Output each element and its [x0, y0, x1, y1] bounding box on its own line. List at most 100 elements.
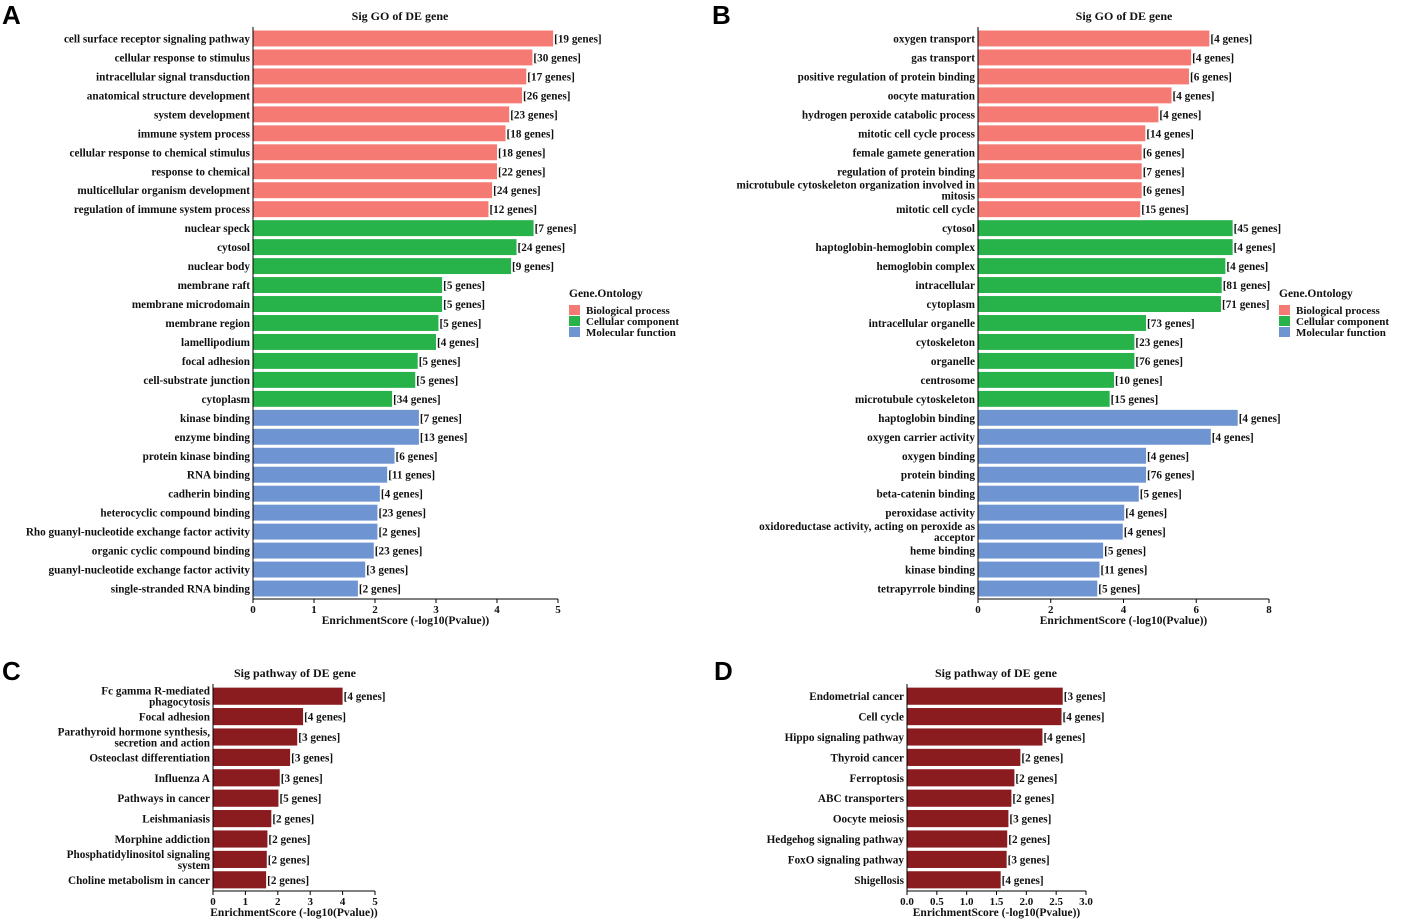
- panel-d-data-label: [2 genes]: [1012, 793, 1054, 805]
- panel-d-category-label: Endometrial cancer: [809, 691, 904, 703]
- panel-c-category-label: Fc gamma R-mediated phagocytosis: [101, 686, 211, 709]
- panel-b-bar-microtubule-cytoskeleton: [978, 390, 1110, 407]
- panel-b-bar-beta-catenin-binding: [978, 485, 1139, 502]
- panel-c-x-tick-label: 4: [340, 896, 346, 908]
- panel-a-category-label: cellular response to chemical stimulus: [70, 147, 251, 159]
- panel-d-data-label: [2 genes]: [1008, 834, 1050, 846]
- panel-a-bar-nuclear-speck: [253, 220, 534, 237]
- panel-a-data-label: [9 genes]: [512, 261, 554, 273]
- panel-a-data-label: [19 genes]: [554, 33, 602, 45]
- panel-c-bar-morphine-addiction: [213, 830, 268, 848]
- panel-b-category-label: oxygen binding: [902, 451, 975, 463]
- panel-letter-b: B: [712, 0, 731, 30]
- panel-b-legend-label: Molecular function: [1296, 327, 1386, 339]
- panel-a-legend-label: Molecular function: [586, 327, 676, 339]
- panel-c-x-tick-label: 2: [275, 896, 281, 908]
- panel-a-data-label: [23 genes]: [510, 109, 558, 121]
- panel-a-data-label: [22 genes]: [498, 166, 546, 178]
- panel-a-data-label: [17 genes]: [527, 71, 575, 83]
- panel-d-category-label: Hippo signaling pathway: [785, 732, 905, 744]
- panel-a-category-label: protein kinase binding: [143, 451, 251, 463]
- panel-a-x-axis-title: EnrichmentScore (-log10(Pvalue)): [322, 615, 490, 627]
- panel-a-data-label: [7 genes]: [535, 223, 577, 235]
- panel-b-bar-female-gamete-generation: [978, 144, 1142, 161]
- panel-b-data-label: [15 genes]: [1111, 394, 1159, 406]
- panel-b-category-label: microtubule cytoskeleton: [855, 394, 976, 406]
- panel-b-bar-kinase-binding: [978, 561, 1100, 578]
- panel-a-title: Sig GO of DE gene: [352, 9, 449, 23]
- panel-b-category-label: intracellular organelle: [869, 318, 975, 330]
- panel-c-data-label: [5 genes]: [279, 793, 321, 805]
- panel-c-category-label: Osteoclast differentiation: [89, 752, 210, 764]
- panel-b-bar-microtubule-cytoskeleton-organization-involved-in-mitosis: [978, 182, 1142, 199]
- panel-a-bar-regulation-of-immune-system-process: [253, 201, 489, 218]
- panel-a-bar-multicellular-organism-development: [253, 182, 493, 199]
- panel-c-category-label: Leishmaniasis: [142, 814, 210, 826]
- panel-a-data-label: [4 genes]: [381, 489, 423, 501]
- panel-a-x-tick-label: 3: [433, 604, 439, 616]
- panel-a-data-label: [24 genes]: [493, 185, 541, 197]
- panel-c-bar-parathyroid-hormone-synthesis-secretion-and-action: [213, 728, 298, 746]
- panel-c-bar-osteoclast-differentiation: [213, 748, 291, 766]
- panel-b-data-label: [76 genes]: [1147, 470, 1195, 482]
- panel-c-data-label: [2 genes]: [268, 854, 310, 866]
- panel-a-category-label: membrane raft: [178, 280, 251, 292]
- panel-a-bar-heterocyclic-compound-binding: [253, 504, 378, 521]
- panel-b-category-label: kinase binding: [905, 565, 975, 577]
- panel-b-bar-oxidoreductase-activity-acting-on-peroxide-as-acceptor: [978, 523, 1123, 540]
- panel-a-category-label: cadherin binding: [168, 489, 250, 501]
- panel-b-data-label: [4 genes]: [1234, 242, 1276, 254]
- panel-d-bar-thyroid-cancer: [907, 748, 1021, 766]
- panel-b-data-label: [5 genes]: [1104, 546, 1146, 558]
- panel-b-category-label: cytosol: [942, 223, 975, 235]
- panel-b-bar-intracellular-organelle: [978, 315, 1147, 331]
- panel-d-x-tick-label: 2.0: [1019, 896, 1033, 908]
- panel-a-category-label: immune system process: [138, 128, 251, 140]
- panel-a-data-label: [13 genes]: [420, 432, 468, 444]
- panel-a-category-label: cytoplasm: [202, 394, 251, 406]
- panel-b-bar-mitotic-cell-cycle: [978, 201, 1141, 218]
- panel-a-data-label: [5 genes]: [439, 318, 481, 330]
- panel-d-x-tick-label: 2.5: [1049, 896, 1063, 908]
- panel-c-category-label: Influenza A: [154, 773, 210, 785]
- panel-a-legend-title: Gene.Ontology: [569, 288, 643, 300]
- panel-c-data-label: [3 genes]: [291, 752, 333, 764]
- panel-b-x-tick-label: 4: [1121, 604, 1127, 616]
- panel-c-category-label: Parathyroid hormone synthesis, secretion …: [58, 727, 211, 750]
- panel-b-legend-swatch-molecular-function: [1279, 327, 1290, 337]
- panel-a-x-tick-label: 5: [555, 604, 561, 616]
- panel-d-data-label: [3 genes]: [1064, 691, 1106, 703]
- panel-a-category-label: membrane microdomain: [132, 299, 251, 311]
- panel-d-x-tick-label: 1.0: [960, 896, 974, 908]
- panel-a-bar-intracellular-signal-transduction: [253, 68, 527, 85]
- panel-b-category-label: haptoglobin binding: [878, 413, 975, 425]
- panel-b-data-label: [6 genes]: [1143, 185, 1185, 197]
- panel-b-data-label: [4 genes]: [1239, 413, 1281, 425]
- panel-a-bar-cytosol: [253, 239, 517, 256]
- panel-c-x-tick-label: 3: [307, 896, 313, 908]
- panel-c-data-label: [2 genes]: [267, 875, 309, 887]
- panel-b-category-label: mitotic cell cycle process: [858, 128, 976, 140]
- panel-b-category-label: oxygen transport: [893, 33, 975, 45]
- panel-b-bar-haptoglobin-hemoglobin-complex: [978, 239, 1233, 256]
- panel-a-legend-swatch-cellular-component: [569, 316, 580, 326]
- panel-d-bar-ferroptosis: [907, 769, 1015, 787]
- panel-a-bar-organic-cyclic-compound-binding: [253, 542, 374, 559]
- panel-b-chart: Sig GO of DE gene oxygen transport [4 gene…: [737, 9, 1390, 627]
- panel-a-data-label: [5 genes]: [443, 280, 485, 292]
- panel-a-bar-single-stranded-rna-binding: [253, 580, 358, 597]
- panel-d-bar-hedgehog-signaling-pathway: [907, 830, 1008, 848]
- panel-b-data-label: [45 genes]: [1234, 223, 1282, 235]
- panel-b-data-label: [14 genes]: [1146, 128, 1194, 140]
- panel-c-x-tick-label: 0: [210, 896, 216, 908]
- panel-a-category-label: multicellular organism development: [77, 185, 250, 197]
- panel-b-data-label: [4 genes]: [1124, 527, 1166, 539]
- panel-b-category-label: microtubule cytoskeleton organization in…: [737, 180, 976, 203]
- panel-a-bar-protein-kinase-binding: [253, 447, 395, 464]
- panel-a-category-label: Rho guanyl-nucleotide exchange factor ac…: [26, 527, 251, 539]
- panel-a-bar-cell-surface-receptor-signaling-pathway: [253, 30, 554, 47]
- panel-d-bar-hippo-signaling-pathway: [907, 728, 1043, 746]
- panel-c-data-label: [2 genes]: [272, 814, 314, 826]
- panel-a-data-label: [5 genes]: [416, 375, 458, 387]
